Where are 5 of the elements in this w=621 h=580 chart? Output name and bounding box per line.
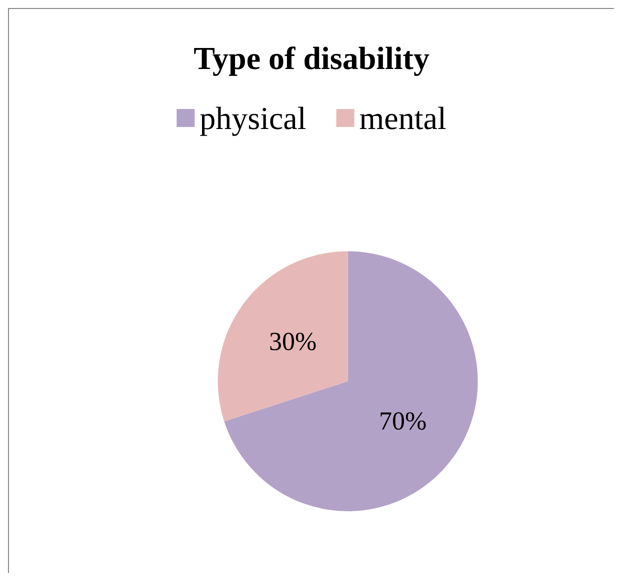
data-label: 30% — [268, 326, 317, 356]
legend-label: physical — [200, 100, 306, 136]
data-label: 70% — [378, 406, 427, 436]
legend-label: mental — [359, 100, 446, 136]
chart-title: Type of disability — [194, 40, 430, 76]
